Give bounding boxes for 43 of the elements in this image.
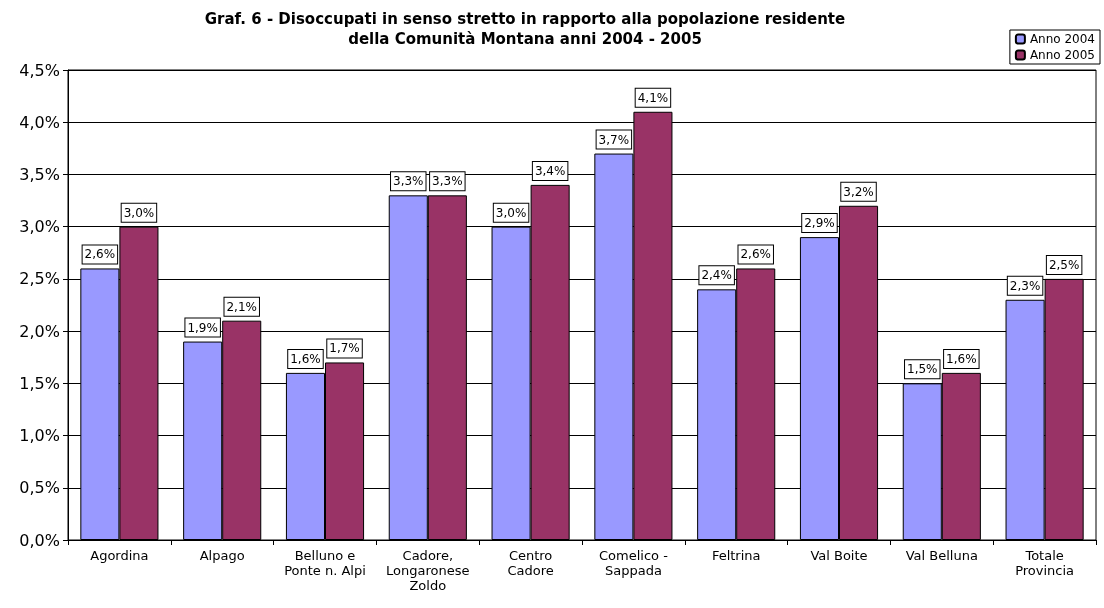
- y-tick-label: 0,0%: [19, 530, 60, 550]
- x-tick-label: Feltrina: [711, 548, 761, 563]
- data-label: 3,0%: [495, 205, 527, 220]
- data-label: 3,2%: [843, 184, 874, 199]
- data-label: 3,7%: [598, 132, 630, 147]
- x-tick-label: Val Boite: [810, 548, 868, 563]
- y-tick-label: 1,0%: [19, 426, 60, 446]
- data-label: 3,3%: [393, 174, 424, 189]
- y-tick-label: 1,5%: [19, 373, 60, 393]
- x-tick-label: Val Belluna: [905, 548, 978, 563]
- data-label: 1,5%: [907, 362, 938, 377]
- legend-label: Anno 2005: [1029, 48, 1096, 62]
- y-tick-label: 3,5%: [19, 164, 60, 184]
- data-label: 3,3%: [432, 174, 463, 189]
- data-label: 2,3%: [1009, 278, 1041, 293]
- chart-title: Graf. 6 - Disoccupati in senso stretto in rapporto alla popolazione residente della Comunità Montana anni 2004 - 2005: [204, 10, 846, 48]
- data-label: 1,6%: [290, 351, 321, 366]
- y-tick-label: 4,0%: [19, 112, 60, 132]
- y-tick-label: 2,5%: [19, 269, 60, 289]
- legend-label: Anno 2004: [1029, 32, 1096, 46]
- data-label: 1,6%: [946, 351, 977, 366]
- data-label: 3,4%: [534, 163, 566, 178]
- data-label: 2,9%: [804, 216, 835, 231]
- x-tick-label: Belluno e Ponte n. Alpi: [284, 548, 366, 578]
- data-label: 2,6%: [740, 247, 771, 262]
- x-tick-label: Agordina: [90, 548, 149, 563]
- data-label: 3,0%: [123, 205, 155, 220]
- y-tick-label: 4,5%: [19, 60, 60, 80]
- data-label: 2,6%: [84, 247, 116, 262]
- y-tick-label: 0,5%: [19, 478, 60, 498]
- y-tick-label: 3,0%: [19, 217, 60, 237]
- data-label: 1,9%: [187, 320, 218, 335]
- data-label: 2,1%: [226, 299, 257, 314]
- x-tick-label: Centro Cadore: [507, 548, 554, 578]
- x-tick-label: Cadore, Longaronese Zoldo: [386, 548, 470, 593]
- data-label: 2,4%: [701, 268, 732, 283]
- data-label: 4,1%: [637, 90, 669, 105]
- x-tick-label: Alpago: [199, 548, 245, 563]
- x-tick-label: Totale Provincia: [1015, 548, 1075, 578]
- data-label: 1,7%: [329, 341, 360, 356]
- y-tick-label: 2,0%: [19, 321, 60, 341]
- data-label: 2,5%: [1048, 257, 1080, 272]
- x-tick-label: Comelico - Sappada: [598, 548, 669, 578]
